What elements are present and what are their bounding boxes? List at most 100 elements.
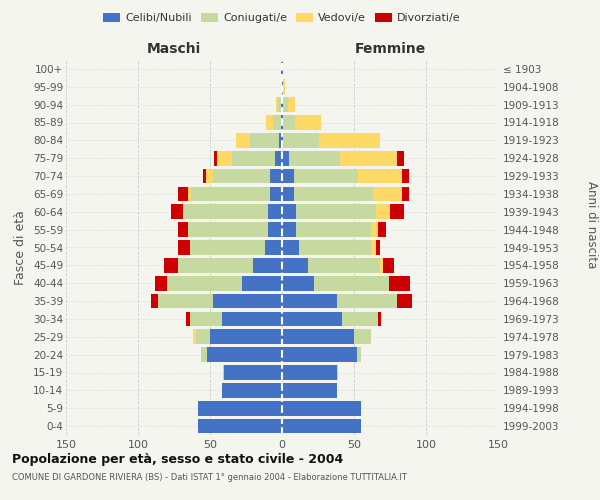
Bar (376, 204, 390, 219)
Bar (213, 168, 271, 184)
Bar (282, 365, 337, 380)
Bar (397, 151, 404, 166)
Bar (278, 98, 281, 112)
Bar (155, 276, 167, 290)
Bar (199, 419, 282, 434)
Bar (283, 115, 295, 130)
Bar (151, 294, 158, 308)
Bar (236, 133, 250, 148)
Bar (401, 168, 409, 184)
Bar (268, 222, 282, 237)
Bar (274, 115, 281, 130)
Bar (178, 186, 188, 201)
Bar (354, 330, 371, 344)
Bar (282, 168, 293, 184)
Bar (221, 312, 282, 326)
Bar (282, 98, 283, 112)
Bar (314, 276, 389, 290)
Bar (296, 222, 371, 237)
Bar (190, 312, 221, 326)
Bar (279, 133, 282, 148)
Bar (184, 204, 268, 219)
Bar (281, 62, 282, 76)
Bar (199, 401, 282, 415)
Bar (337, 294, 397, 308)
Bar (282, 240, 299, 255)
Bar (232, 151, 275, 166)
Bar (193, 330, 196, 344)
Text: COMUNE DI GARDONE RIVIERA (BS) - Dati ISTAT 1° gennaio 2004 - Elaborazione TUTTI: COMUNE DI GARDONE RIVIERA (BS) - Dati IS… (12, 472, 407, 482)
Bar (308, 258, 380, 272)
Bar (282, 186, 293, 201)
Text: Anni di nascita: Anni di nascita (584, 182, 598, 268)
Bar (282, 383, 337, 398)
Bar (275, 151, 282, 166)
Bar (282, 348, 357, 362)
Bar (283, 80, 285, 94)
Bar (164, 258, 178, 272)
Bar (178, 222, 188, 237)
Bar (282, 222, 296, 237)
Bar (242, 276, 282, 290)
Bar (196, 330, 210, 344)
Bar (293, 186, 373, 201)
Bar (223, 365, 224, 380)
Bar (283, 98, 288, 112)
Text: Popolazione per età, sesso e stato civile - 2004: Popolazione per età, sesso e stato civil… (12, 452, 343, 466)
Bar (265, 240, 282, 255)
Bar (299, 240, 371, 255)
Legend: Celibi/Nubili, Coniugati/e, Vedovi/e, Divorziati/e: Celibi/Nubili, Coniugati/e, Vedovi/e, Di… (99, 8, 465, 28)
Bar (282, 312, 343, 326)
Bar (282, 401, 361, 415)
Bar (250, 133, 279, 148)
Bar (282, 276, 314, 290)
Bar (379, 222, 386, 237)
Text: Femmine: Femmine (355, 42, 425, 56)
Bar (217, 151, 232, 166)
Bar (390, 204, 404, 219)
Y-axis label: Fasce di età: Fasce di età (14, 210, 28, 285)
Bar (319, 133, 380, 148)
Bar (282, 133, 283, 148)
Bar (281, 98, 282, 112)
Bar (202, 348, 207, 362)
Bar (282, 80, 283, 94)
Bar (210, 330, 282, 344)
Text: Maschi: Maschi (147, 42, 201, 56)
Bar (266, 115, 274, 130)
Bar (214, 151, 217, 166)
Bar (358, 168, 401, 184)
Bar (185, 312, 190, 326)
Bar (340, 151, 397, 166)
Bar (188, 222, 268, 237)
Bar (253, 258, 282, 272)
Bar (282, 294, 337, 308)
Bar (190, 240, 265, 255)
Bar (283, 133, 319, 148)
Bar (282, 330, 354, 344)
Bar (343, 312, 379, 326)
Bar (296, 204, 376, 219)
Bar (171, 204, 182, 219)
Bar (282, 204, 296, 219)
Bar (158, 294, 213, 308)
Bar (221, 383, 282, 398)
Bar (182, 204, 184, 219)
Bar (282, 258, 308, 272)
Bar (276, 98, 278, 112)
Bar (337, 365, 338, 380)
Bar (380, 258, 383, 272)
Bar (213, 294, 282, 308)
Bar (295, 115, 321, 130)
Bar (203, 168, 206, 184)
Bar (282, 115, 283, 130)
Bar (206, 168, 213, 184)
Bar (376, 240, 380, 255)
Bar (389, 276, 410, 290)
Bar (282, 62, 283, 76)
Bar (224, 365, 282, 380)
Bar (373, 186, 401, 201)
Bar (282, 419, 361, 434)
Bar (271, 186, 282, 201)
Bar (397, 294, 412, 308)
